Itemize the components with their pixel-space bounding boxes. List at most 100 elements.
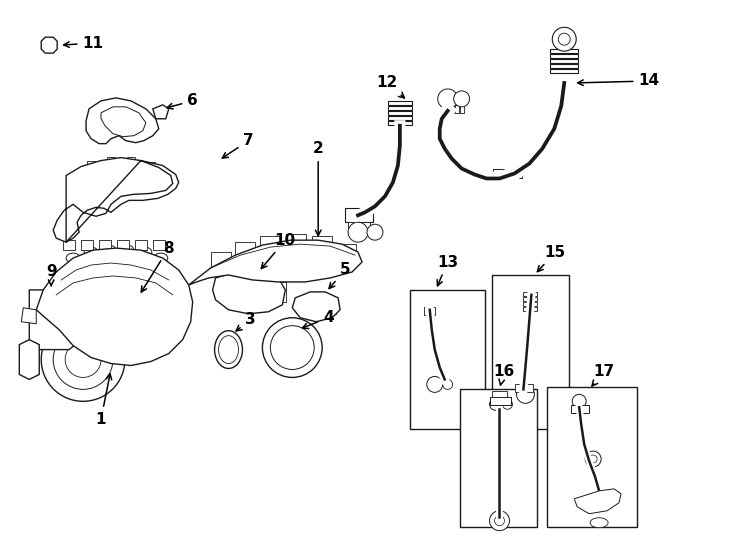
Bar: [312, 236, 332, 252]
Ellipse shape: [84, 247, 98, 257]
Text: 17: 17: [592, 364, 614, 386]
Bar: [236, 242, 255, 258]
Bar: [550, 59, 578, 63]
Circle shape: [44, 303, 58, 317]
Ellipse shape: [214, 330, 242, 368]
Text: 6: 6: [167, 93, 198, 109]
Circle shape: [303, 302, 313, 312]
Bar: [550, 49, 578, 53]
Text: 11: 11: [64, 36, 103, 51]
Polygon shape: [104, 290, 163, 338]
Bar: [298, 300, 336, 314]
Polygon shape: [574, 489, 621, 514]
Bar: [523, 307, 537, 311]
Bar: [490, 397, 512, 406]
Bar: [388, 121, 412, 125]
Bar: [523, 292, 537, 296]
Circle shape: [559, 33, 570, 45]
Bar: [550, 64, 578, 68]
Bar: [87, 160, 95, 166]
Circle shape: [65, 342, 101, 377]
Bar: [432, 307, 435, 315]
Circle shape: [443, 380, 453, 389]
Bar: [445, 105, 448, 113]
Text: 9: 9: [46, 265, 57, 286]
Circle shape: [589, 455, 597, 463]
Bar: [424, 307, 426, 315]
Ellipse shape: [590, 518, 608, 528]
Circle shape: [517, 386, 534, 403]
Circle shape: [350, 256, 358, 264]
Polygon shape: [292, 292, 340, 322]
Text: 2: 2: [313, 141, 324, 235]
Bar: [276, 282, 286, 302]
Polygon shape: [86, 98, 159, 144]
Circle shape: [41, 318, 125, 401]
Bar: [459, 389, 537, 526]
Polygon shape: [19, 340, 39, 380]
Bar: [220, 282, 230, 302]
Ellipse shape: [120, 245, 134, 255]
Bar: [388, 101, 412, 105]
Circle shape: [321, 302, 331, 312]
Polygon shape: [153, 105, 169, 119]
Bar: [550, 54, 578, 58]
Polygon shape: [53, 158, 178, 242]
Text: 13: 13: [437, 254, 458, 286]
Bar: [345, 208, 373, 222]
Circle shape: [113, 115, 129, 131]
Circle shape: [437, 89, 458, 109]
Circle shape: [44, 40, 54, 50]
Bar: [410, 290, 484, 429]
Bar: [135, 240, 147, 250]
Circle shape: [48, 329, 54, 335]
Text: 10: 10: [261, 233, 296, 268]
Bar: [493, 168, 523, 179]
Circle shape: [367, 224, 383, 240]
Bar: [492, 392, 507, 397]
Ellipse shape: [102, 245, 116, 255]
Bar: [153, 240, 164, 250]
Circle shape: [127, 284, 178, 336]
Bar: [515, 384, 534, 393]
Bar: [459, 105, 464, 113]
Ellipse shape: [154, 253, 168, 263]
Bar: [286, 234, 306, 250]
Circle shape: [278, 248, 286, 256]
Bar: [127, 157, 135, 163]
Bar: [336, 244, 356, 260]
Text: 7: 7: [222, 133, 254, 158]
Bar: [262, 282, 272, 302]
Bar: [548, 387, 637, 526]
Circle shape: [503, 400, 512, 409]
Circle shape: [348, 222, 368, 242]
Text: 16: 16: [493, 364, 514, 385]
Bar: [348, 222, 370, 228]
Circle shape: [490, 399, 501, 410]
Text: 15: 15: [537, 245, 566, 272]
Bar: [99, 240, 111, 250]
Bar: [248, 282, 258, 302]
Bar: [388, 106, 412, 110]
Text: 4: 4: [302, 310, 333, 328]
Bar: [107, 157, 115, 163]
Bar: [388, 111, 412, 115]
Circle shape: [573, 394, 586, 408]
Polygon shape: [29, 290, 81, 349]
Circle shape: [125, 306, 141, 322]
Circle shape: [304, 246, 312, 254]
Bar: [261, 236, 280, 252]
Text: 8: 8: [141, 241, 174, 292]
Circle shape: [115, 272, 191, 348]
Circle shape: [228, 264, 236, 272]
Bar: [492, 275, 570, 429]
Bar: [388, 116, 412, 120]
Text: 5: 5: [329, 262, 350, 288]
Text: 3: 3: [236, 312, 255, 331]
Circle shape: [117, 298, 149, 330]
Circle shape: [552, 27, 576, 51]
Ellipse shape: [66, 253, 80, 263]
Circle shape: [44, 325, 58, 339]
Bar: [160, 170, 168, 176]
Circle shape: [454, 91, 470, 107]
